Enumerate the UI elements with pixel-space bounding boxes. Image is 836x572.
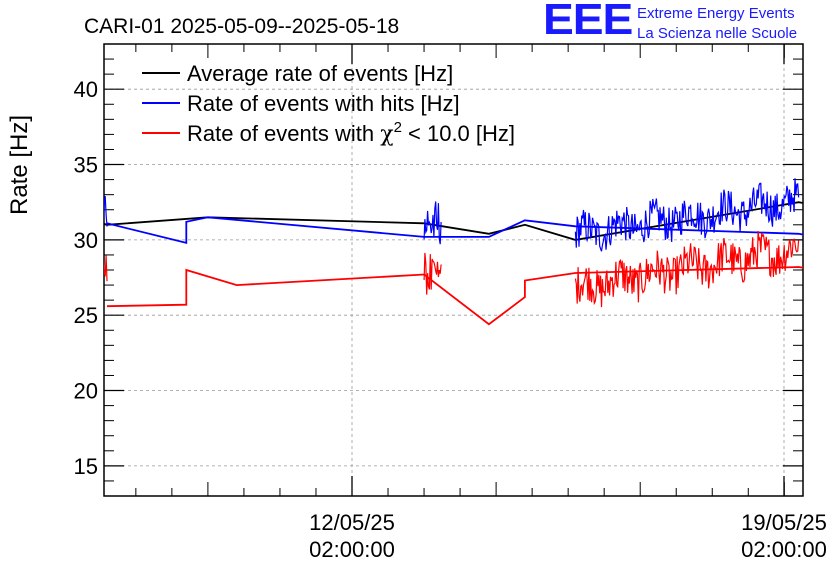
y-tick-label: 40: [74, 77, 98, 102]
hits-noise-band: [423, 201, 442, 245]
data-series: [104, 178, 803, 326]
legend-label: Average rate of events [Hz]: [187, 61, 453, 86]
y-tick-label: 30: [74, 228, 98, 253]
x-tick-label-time: 02:00:00: [309, 537, 395, 562]
y-axis-label: Rate [Hz]: [6, 115, 33, 215]
eee-logo-line2: La Scienza nelle Scuole: [637, 25, 798, 42]
legend-label: Rate of events with χ2 < 10.0 [Hz]: [187, 119, 515, 147]
legend-label: Rate of events with hits [Hz]: [187, 91, 460, 116]
y-tick-label: 25: [74, 303, 98, 328]
grid-lines: [104, 44, 803, 496]
chi2-noise-band: [574, 230, 800, 308]
chi2-noise-band: [423, 252, 442, 295]
series-line-0: [104, 201, 803, 241]
hits-noise-band: [574, 178, 800, 252]
y-tick-label: 15: [74, 454, 98, 479]
eee-logo: EEE Extreme Energy Events La Scienza nel…: [543, 0, 833, 44]
series-line-2: [106, 266, 803, 326]
x-tick-label-date: 12/05/25: [309, 510, 395, 535]
chi2-noise-band: [104, 255, 108, 282]
series-line-1: [106, 216, 803, 245]
legend: Average rate of events [Hz] Rate of event…: [142, 61, 515, 147]
y-tick-label: 20: [74, 379, 98, 404]
chart-title: CARI-01 2025-05-09--2025-05-18: [84, 15, 399, 38]
x-tick-label-time: 02:00:00: [741, 537, 827, 562]
eee-logo-line1: Extreme Energy Events: [637, 5, 795, 22]
y-tick-label: 35: [74, 153, 98, 178]
x-tick-label-date: 19/05/25: [741, 510, 827, 535]
axes: 15202530354012/05/2502:00:0019/05/2502:0…: [74, 43, 827, 562]
eee-logo-mark: EEE: [543, 0, 633, 44]
